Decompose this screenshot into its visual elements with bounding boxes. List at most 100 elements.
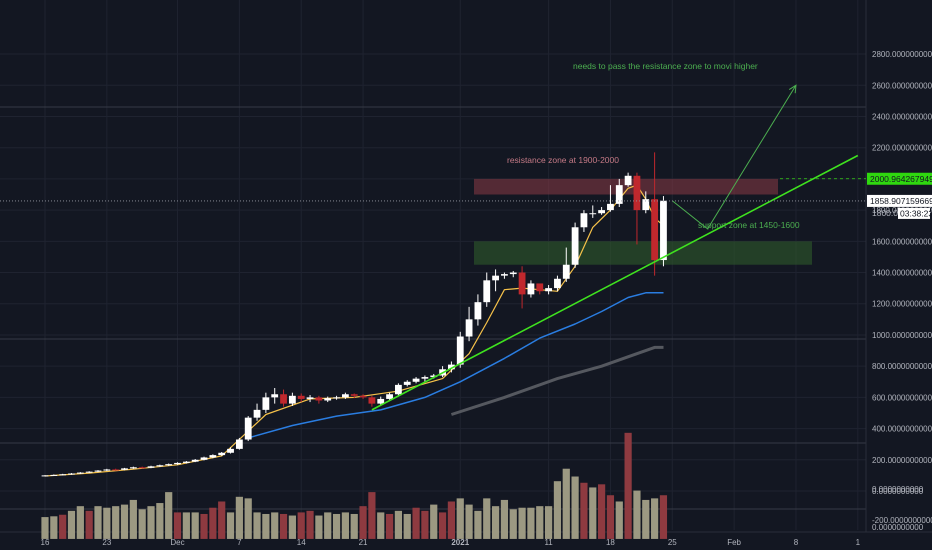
candle-body — [315, 397, 323, 401]
volume-bar — [412, 507, 420, 539]
y-tick-label: 2600.0000000000 — [872, 81, 932, 90]
candle-body — [589, 213, 597, 215]
last-price-tag-bg — [867, 194, 932, 207]
volume-bar — [235, 496, 243, 539]
volume-bar — [500, 499, 509, 539]
volume-bar — [200, 513, 208, 539]
candle-body — [501, 274, 508, 276]
volume-bar — [659, 495, 668, 539]
candle-body — [651, 199, 659, 261]
last-price-tag: 1858.9071596691 — [870, 196, 932, 206]
volume-bar — [465, 504, 473, 539]
candle-body — [244, 417, 252, 440]
y-tick-label: 2400.0000000000 — [872, 112, 932, 121]
ma-long-line — [450, 345, 664, 416]
volume-bar — [271, 512, 279, 539]
volume-bar — [580, 482, 588, 539]
volume-bar — [297, 512, 305, 539]
drawings[interactable] — [0, 84, 866, 411]
x-tick-label: 25 — [668, 538, 677, 547]
time-axis[interactable]: 16 23 Dec 7 14 21 2021 11 18 25 Feb 8 1 — [41, 538, 861, 547]
resistance-zone — [474, 178, 778, 195]
candles[interactable] — [41, 152, 667, 477]
candle-body — [492, 275, 499, 281]
candle-body — [607, 203, 614, 211]
volume-bar — [385, 513, 394, 539]
resistance-zone-label: resistance zone at 1900-2000 — [507, 155, 619, 165]
trendline — [371, 154, 859, 411]
volume-bar — [544, 506, 553, 539]
y-tick-label: 2800.0000000000 — [872, 50, 932, 59]
countdown-tag: 03:38:23 — [900, 208, 932, 218]
candle-body — [333, 397, 340, 399]
candle-body — [191, 459, 199, 462]
volume-bar — [253, 512, 261, 539]
volume-bar — [491, 506, 500, 539]
volume-bar — [368, 492, 376, 539]
volume-bar — [85, 510, 93, 539]
volume-bar — [651, 498, 659, 539]
candle-body — [580, 213, 588, 228]
candle-body — [615, 185, 623, 204]
x-tick-label: 16 — [41, 538, 50, 547]
volume-bar — [403, 513, 411, 539]
volume-bar — [332, 513, 341, 539]
volume-bar — [76, 506, 84, 539]
projection-path — [671, 85, 797, 230]
y-tick-label: 1400.0000000000 — [872, 269, 932, 278]
x-tick-label: 8 — [794, 538, 799, 547]
volume-bar — [244, 498, 252, 539]
candle-body — [253, 409, 261, 418]
candle-body — [527, 283, 535, 295]
volume-bar — [59, 514, 67, 539]
candle-body — [174, 462, 181, 465]
volume-bar — [642, 499, 650, 539]
x-tick-label: Feb — [727, 538, 741, 547]
volume-bar — [129, 499, 137, 539]
volume-bar — [447, 501, 456, 539]
x-tick-label: 1 — [856, 538, 861, 547]
candle-body — [518, 272, 526, 295]
candle-body — [200, 457, 208, 460]
x-tick-label: Dec — [170, 538, 184, 547]
candle-body — [642, 199, 650, 211]
volume-bar — [359, 506, 367, 539]
y-tick-label: 1000.0000000000 — [872, 331, 932, 340]
volume-bar — [606, 495, 615, 539]
candle-body — [448, 364, 455, 370]
x-tick-label: 2021 — [451, 538, 469, 547]
volume-bar — [633, 490, 641, 539]
volume-bar — [226, 512, 235, 539]
candle-body — [209, 455, 217, 458]
candle-body — [218, 452, 226, 456]
candle-body — [85, 471, 93, 473]
y-tick-label: 400.0000000000 — [872, 425, 932, 434]
candle-body — [598, 210, 606, 214]
volume-bar — [173, 512, 182, 539]
candle-body — [545, 288, 552, 292]
candle-body — [474, 302, 482, 320]
volume-bar — [536, 506, 544, 539]
volume-bar — [279, 513, 288, 539]
volume-bar — [377, 512, 385, 539]
volume-bar — [474, 510, 482, 539]
y-tick-label: 0.0000000000 — [872, 487, 924, 496]
candle-body — [235, 439, 243, 449]
volume-bar — [562, 468, 570, 539]
volume-tick-label: 0.0000000000 — [872, 485, 924, 494]
candle-body — [50, 474, 58, 476]
zones — [474, 178, 812, 265]
volume-bar — [103, 507, 111, 539]
candle-body — [165, 464, 173, 466]
candle-body — [509, 272, 517, 275]
support-zone — [474, 241, 812, 265]
volume-bar — [67, 510, 76, 539]
annotation-note: needs to pass the resistance zone to mov… — [573, 61, 758, 71]
candle-body — [129, 467, 137, 469]
volume-bar — [94, 506, 102, 539]
volume-bar — [571, 476, 579, 539]
volume-bar — [288, 515, 296, 539]
candle-body — [456, 336, 464, 365]
candle-body — [271, 394, 279, 398]
